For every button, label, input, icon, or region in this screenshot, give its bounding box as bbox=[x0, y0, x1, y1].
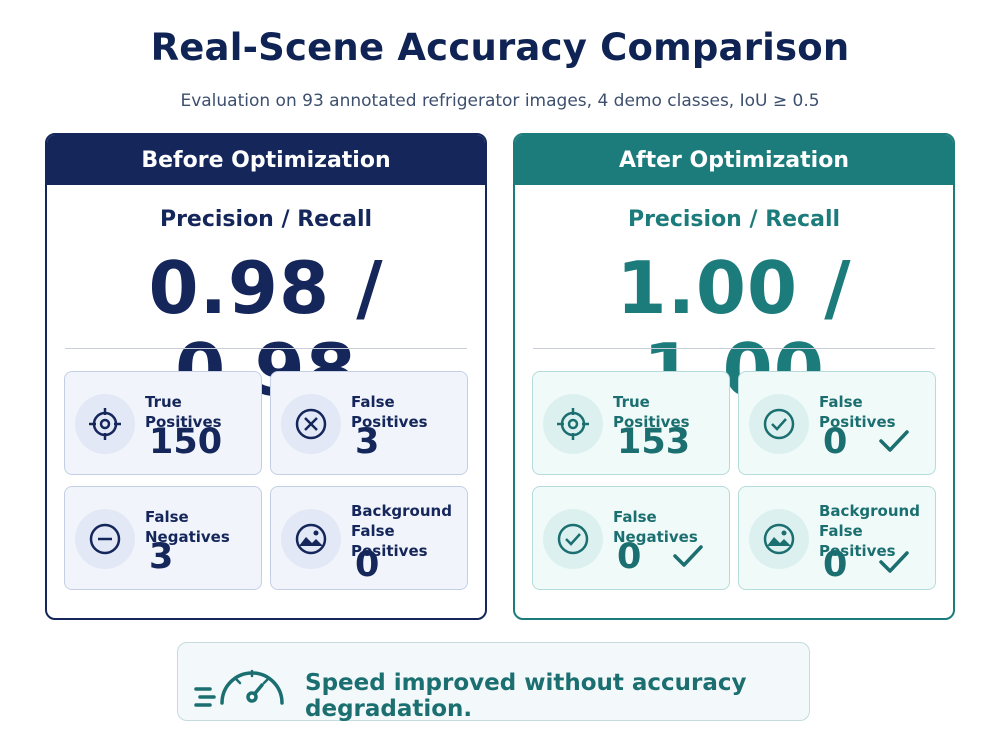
cell-label: Background False Positives bbox=[351, 502, 452, 560]
cell-value: 0 bbox=[823, 422, 848, 462]
true-positives-card: True Positives 153 bbox=[532, 371, 730, 475]
precision-recall-value: 0.98 / 0.98 bbox=[148, 246, 384, 412]
cell-value: 0 bbox=[355, 545, 380, 585]
background-false-positives-card: Background False Positives 0 bbox=[270, 486, 468, 590]
panel-header: Before Optimization bbox=[47, 135, 485, 185]
false-negatives-card: False Negatives 0 bbox=[532, 486, 730, 590]
cell-label: False Positives bbox=[819, 393, 896, 431]
false-positives-card: False Positives 0 bbox=[738, 371, 936, 475]
metric-label: Precision / Recall bbox=[627, 207, 841, 232]
false-positives-card: False Positives 3 bbox=[270, 371, 468, 475]
page-title: Real-Scene Accuracy Comparison bbox=[150, 26, 850, 69]
image-icon bbox=[749, 509, 809, 569]
cell-label: True Positives bbox=[145, 393, 222, 431]
cell-label: True Positives bbox=[613, 393, 690, 431]
target-icon bbox=[543, 394, 603, 454]
cell-value: 0 bbox=[823, 545, 848, 585]
check-icon bbox=[879, 551, 909, 573]
x-circle-icon bbox=[281, 394, 341, 454]
speedometer-icon bbox=[194, 669, 284, 707]
check-circle-icon bbox=[543, 509, 603, 569]
before-optimization-panel: Before Optimization Precision / Recall 0… bbox=[45, 133, 487, 620]
divider bbox=[533, 348, 935, 349]
cell-value: 153 bbox=[617, 422, 691, 462]
banner-text: Speed improved without accuracy degradat… bbox=[305, 670, 747, 722]
panel-header: After Optimization bbox=[515, 135, 953, 185]
minus-circle-icon bbox=[75, 509, 135, 569]
cell-label: False Negatives bbox=[145, 508, 230, 546]
cell-label: False Positives bbox=[351, 393, 428, 431]
check-icon bbox=[879, 430, 909, 452]
true-positives-card: True Positives 150 bbox=[64, 371, 262, 475]
summary-banner: Speed improved without accuracy degradat… bbox=[177, 642, 810, 722]
divider bbox=[65, 348, 467, 349]
cell-value: 3 bbox=[355, 422, 380, 462]
after-optimization-panel: After Optimization Precision / Recall 1.… bbox=[513, 133, 955, 620]
cell-value: 3 bbox=[149, 537, 174, 577]
cell-label: Background False Positives bbox=[819, 502, 920, 560]
target-icon bbox=[75, 394, 135, 454]
check-icon bbox=[673, 545, 703, 567]
image-icon bbox=[281, 509, 341, 569]
background-false-positives-card: Background False Positives 0 bbox=[738, 486, 936, 590]
page-subtitle: Evaluation on 93 annotated refrigerator … bbox=[180, 91, 820, 111]
false-negatives-card: False Negatives 3 bbox=[64, 486, 262, 590]
check-circle-icon bbox=[749, 394, 809, 454]
metric-label: Precision / Recall bbox=[159, 207, 373, 232]
cell-label: False Negatives bbox=[613, 508, 698, 546]
cell-value: 150 bbox=[149, 422, 223, 462]
cell-value: 0 bbox=[617, 537, 642, 577]
